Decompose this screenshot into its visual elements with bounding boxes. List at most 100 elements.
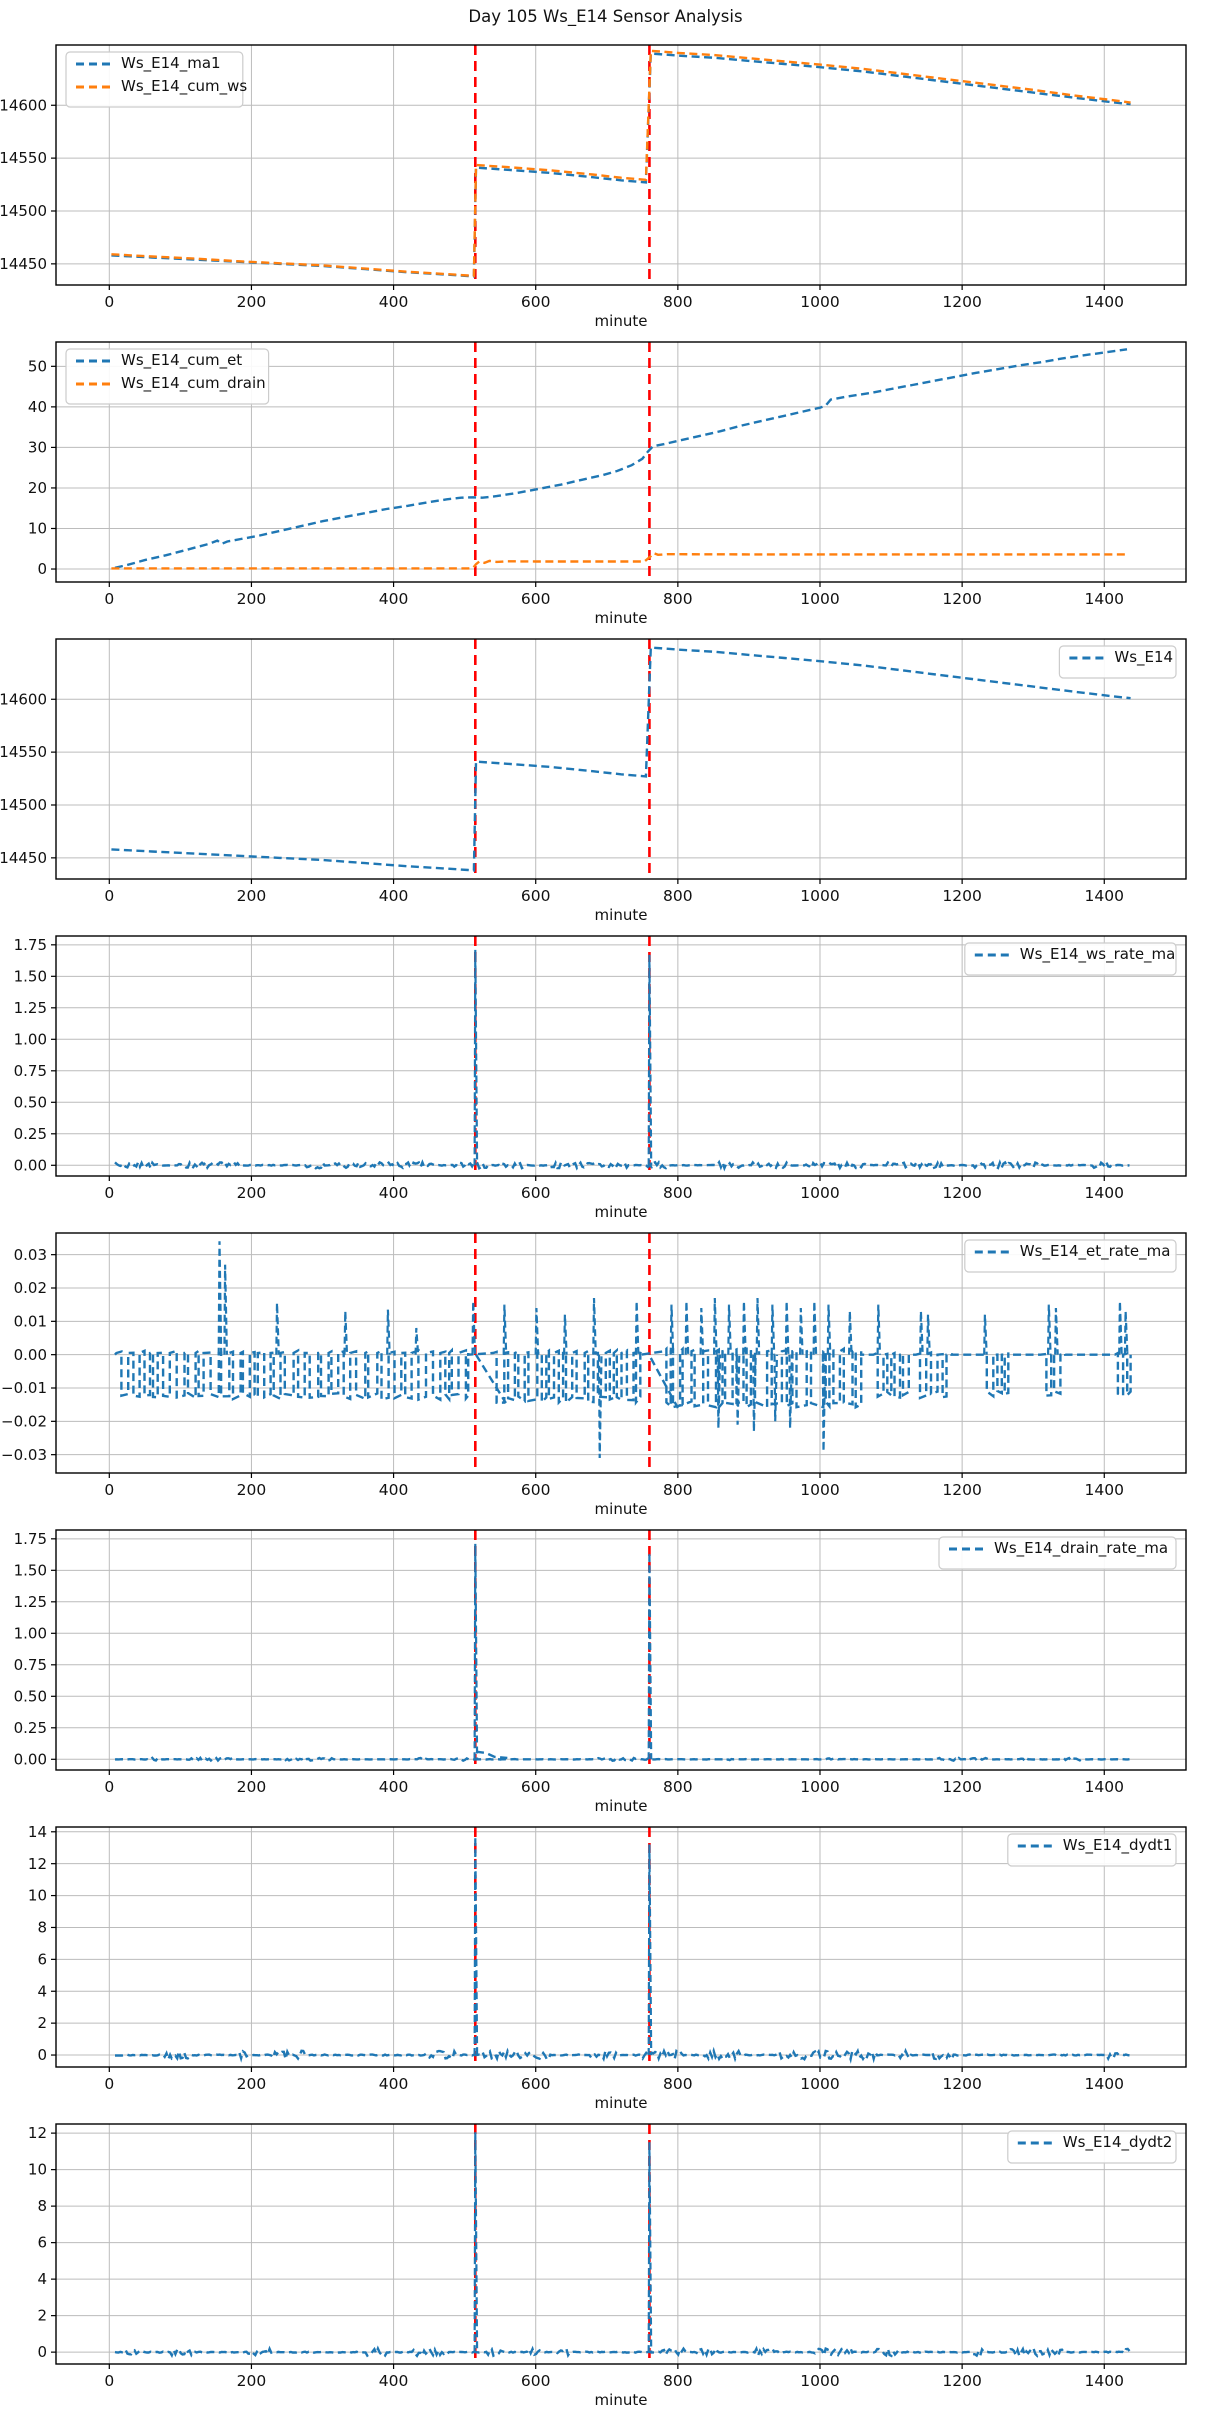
x-tick-label: 200 bbox=[237, 2075, 267, 2093]
subplot-et-rate: 0 200 400 600 800 1000 1200 1400 −0.03 −0.02 −0.01… bbox=[1, 1232, 1187, 1518]
y-tick-label: 40 bbox=[28, 398, 47, 416]
y-tick-label: 14500 bbox=[0, 202, 47, 220]
figure-title: Day 105 Ws_E14 Sensor Analysis bbox=[468, 7, 743, 26]
legend-label-Ws_E14_cum_ws: Ws_E14_cum_ws bbox=[121, 77, 247, 96]
y-tick-label: 0.75 bbox=[14, 1656, 47, 1674]
legend: Ws_E14_cum_et Ws_E14_cum_drain bbox=[65, 348, 270, 405]
legend-label-Ws_E14_dydt1: Ws_E14_dydt1 bbox=[1063, 1836, 1173, 1855]
axes-frame bbox=[55, 44, 1187, 286]
x-tick-label: 1400 bbox=[1085, 887, 1124, 905]
x-axis-label: minute bbox=[595, 2391, 648, 2409]
x-tick-label: 1400 bbox=[1085, 2075, 1124, 2093]
event-vlines bbox=[474, 45, 651, 285]
tick-marks bbox=[51, 1538, 1105, 1775]
grid bbox=[56, 2124, 1186, 2364]
y-tick-labels: 0.00 0.25 0.50 0.75 1.00 1.25 1.50 1.75 bbox=[14, 1530, 47, 1768]
y-tick-label: 0.02 bbox=[14, 1279, 47, 1297]
x-tick-labels: 0 200 400 600 800 1000 1200 1400 bbox=[104, 293, 1124, 311]
x-tick-label: 1400 bbox=[1085, 1184, 1124, 1202]
x-tick-label: 1000 bbox=[800, 2075, 839, 2093]
y-tick-label: 14500 bbox=[0, 796, 47, 814]
x-axis-label: minute bbox=[595, 1797, 648, 1815]
legend: Ws_E14_drain_rate_ma bbox=[938, 1536, 1177, 1570]
legend-label-Ws_E14_ws_rate_ma: Ws_E14_ws_rate_ma bbox=[1020, 945, 1176, 964]
x-tick-label: 1200 bbox=[942, 1778, 981, 1796]
y-tick-label: 1.00 bbox=[14, 1030, 47, 1048]
subplot-ws-ma-and-cum: 0 200 400 600 800 1000 1200 1400 14450 14500 14550… bbox=[0, 44, 1187, 330]
x-tick-label: 400 bbox=[379, 2372, 409, 2390]
x-tick-label: 0 bbox=[104, 1184, 114, 1202]
y-tick-labels: 14450 14500 14550 14600 bbox=[0, 690, 47, 867]
tick-marks bbox=[51, 698, 1105, 884]
series-post-spike-bump bbox=[475, 1750, 508, 1760]
x-tick-labels: 0 200 400 600 800 1000 1200 1400 bbox=[104, 1184, 1124, 1202]
x-tick-label: 1200 bbox=[942, 1481, 981, 1499]
x-tick-label: 1200 bbox=[942, 1184, 981, 1202]
event-vlines bbox=[474, 1827, 651, 2067]
legend-label-Ws_E14_dydt2: Ws_E14_dydt2 bbox=[1063, 2133, 1173, 2152]
x-tick-label: 1400 bbox=[1085, 2372, 1124, 2390]
y-tick-label: 6 bbox=[37, 1950, 47, 1968]
x-tick-label: 200 bbox=[237, 887, 267, 905]
event-vlines bbox=[474, 342, 651, 582]
x-tick-label: 400 bbox=[379, 1481, 409, 1499]
legend: Ws_E14_ws_rate_ma bbox=[964, 942, 1177, 976]
y-tick-label: 0.01 bbox=[14, 1312, 47, 1330]
tick-marks bbox=[51, 104, 1105, 290]
subplot-dydt1: 0 200 400 600 800 1000 1200 1400 0 2 4 6 8 10 12 14 minu… bbox=[28, 1823, 1187, 2112]
y-tick-label: 1.00 bbox=[14, 1624, 47, 1642]
y-tick-label: 10 bbox=[28, 1887, 47, 1905]
series-Ws_E14_cum_et bbox=[114, 348, 1128, 569]
y-tick-label: 0 bbox=[37, 560, 47, 578]
axes-frame bbox=[55, 1826, 1187, 2068]
y-tick-label: 2 bbox=[37, 2307, 47, 2325]
x-tick-label: 1000 bbox=[800, 293, 839, 311]
series-Ws_E14_cum_ws bbox=[111, 49, 1131, 278]
legend: Ws_E14_dydt1 bbox=[1007, 1833, 1177, 1867]
x-tick-label: 600 bbox=[521, 1184, 551, 1202]
x-tick-label: 1400 bbox=[1085, 590, 1124, 608]
axes-frame bbox=[55, 2123, 1187, 2365]
y-tick-label: 30 bbox=[28, 439, 47, 457]
grid bbox=[56, 45, 1186, 285]
legend: Ws_E14_ma1 Ws_E14_cum_ws bbox=[65, 51, 247, 108]
x-axis-label: minute bbox=[595, 906, 648, 924]
y-tick-label: 0.03 bbox=[14, 1246, 47, 1264]
x-tick-label: 400 bbox=[379, 887, 409, 905]
legend: Ws_E14_et_rate_ma bbox=[964, 1239, 1177, 1273]
y-tick-label: 0.00 bbox=[14, 1750, 47, 1768]
y-tick-label: 14600 bbox=[0, 96, 47, 114]
event-vlines bbox=[474, 2124, 651, 2364]
tick-marks bbox=[51, 2132, 1105, 2369]
legend-label-Ws_E14_cum_et: Ws_E14_cum_et bbox=[121, 351, 242, 370]
x-tick-label: 400 bbox=[379, 1184, 409, 1202]
x-tick-label: 1400 bbox=[1085, 1778, 1124, 1796]
y-tick-label: 8 bbox=[37, 1919, 47, 1937]
x-tick-label: 0 bbox=[104, 2075, 114, 2093]
x-tick-labels: 0 200 400 600 800 1000 1200 1400 bbox=[104, 2075, 1124, 2093]
x-tick-label: 1000 bbox=[800, 1481, 839, 1499]
subplot-drain-rate: 0 200 400 600 800 1000 1200 1400 0.00 0.25 0.50 0.7… bbox=[14, 1529, 1187, 1815]
y-tick-label: 0.50 bbox=[14, 1093, 47, 1111]
x-tick-label: 0 bbox=[104, 1778, 114, 1796]
y-tick-label: 14450 bbox=[0, 255, 47, 273]
legend-label-Ws_E14_et_rate_ma: Ws_E14_et_rate_ma bbox=[1020, 1242, 1171, 1261]
series-et-noise-bursts bbox=[114, 1346, 1132, 1411]
series-ma-reset-diagonal-2 bbox=[649, 1357, 679, 1409]
subplot-cum-et-drain: 0 200 400 600 800 1000 1200 1400 0 10 20 30 40 50 minu… bbox=[28, 341, 1187, 627]
x-tick-label: 600 bbox=[521, 1481, 551, 1499]
tick-marks bbox=[51, 1254, 1105, 1478]
axes-frame bbox=[55, 341, 1187, 583]
grid bbox=[56, 639, 1186, 879]
y-tick-label: −0.03 bbox=[1, 1446, 47, 1464]
series-Ws_E14_ma1 bbox=[111, 52, 1131, 278]
y-tick-label: 0.75 bbox=[14, 1062, 47, 1080]
x-tick-label: 800 bbox=[663, 1778, 693, 1796]
x-tick-labels: 0 200 400 600 800 1000 1200 1400 bbox=[104, 1778, 1124, 1796]
x-tick-labels: 0 200 400 600 800 1000 1200 1400 bbox=[104, 590, 1124, 608]
series-Ws_E14 bbox=[111, 646, 1131, 872]
x-tick-label: 0 bbox=[104, 590, 114, 608]
legend-label-Ws_E14_cum_drain: Ws_E14_cum_drain bbox=[121, 374, 266, 393]
tick-marks bbox=[51, 365, 1105, 587]
